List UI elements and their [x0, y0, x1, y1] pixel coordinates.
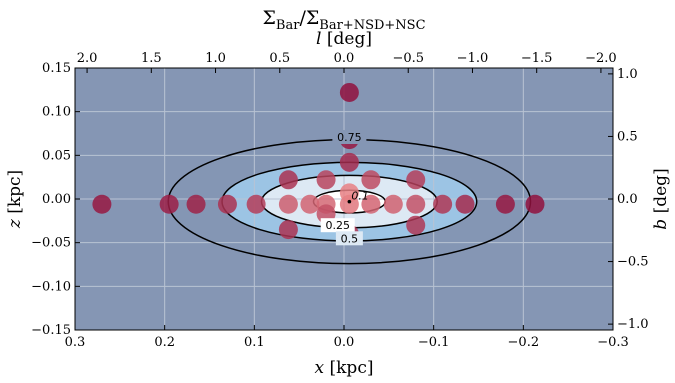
- axes: 0.3 0.2 0.1 0.0 −0.1 −0.2 −0.3 −0.15 −0.10 −0.05 0…: [31, 51, 648, 350]
- data-point: [495, 194, 515, 214]
- top-x-tick-label: 0.0: [334, 51, 355, 66]
- data-point: [300, 194, 320, 214]
- contour-label-bg: [320, 218, 355, 233]
- contour-label-0.5: 0.5: [341, 232, 359, 245]
- data-point: [361, 194, 381, 214]
- x-tick-label: 0.1: [244, 335, 265, 350]
- contour-label-0.1: 0.1: [351, 190, 369, 203]
- data-point: [278, 220, 298, 240]
- y-tick-label: 0.05: [42, 148, 71, 163]
- data-point: [525, 194, 545, 214]
- top-x-tick-label: −1.0: [457, 51, 489, 66]
- right-y-axis-label: b [deg]: [651, 168, 671, 229]
- data-point: [316, 170, 336, 190]
- contour-label-bg: [332, 129, 367, 144]
- y-axis-label: z [kpc]: [5, 170, 25, 229]
- data-point: [278, 194, 298, 214]
- x-tick-label: 0.3: [65, 335, 86, 350]
- title-sigma-numerator: Σ: [262, 7, 275, 29]
- data-point: [186, 194, 206, 214]
- y-tick-label: −0.05: [31, 236, 71, 251]
- title-sub-numerator: Bar: [276, 18, 300, 33]
- top-x-tick-label: 2.0: [77, 51, 98, 66]
- data-point: [433, 194, 453, 214]
- data-point: [246, 194, 266, 214]
- center-marker: [347, 199, 352, 204]
- right-y-tick-label: 0.0: [617, 192, 638, 207]
- data-point: [406, 215, 426, 235]
- y-tick-label: −0.10: [31, 279, 71, 294]
- data-point: [455, 194, 475, 214]
- chart-title: ΣBar/ΣBar+NSD+NSC: [262, 7, 425, 33]
- x-tick-label: −0.1: [418, 335, 450, 350]
- title-sub-denominator: Bar+NSD+NSC: [319, 18, 425, 33]
- data-point: [383, 194, 403, 214]
- x-tick-label: −0.3: [597, 335, 629, 350]
- top-x-axis-unit: [deg]: [327, 29, 372, 49]
- contour-label-0.25: 0.25: [325, 219, 350, 232]
- y-tick-label: 0.00: [42, 192, 71, 207]
- x-axis-label: x [kpc]: [315, 358, 374, 378]
- x-axis-unit: [kpc]: [330, 358, 374, 378]
- y-axis-var: z: [5, 218, 25, 229]
- right-y-axis-unit: [deg]: [651, 168, 671, 213]
- x-tick-label: 0.2: [154, 335, 175, 350]
- top-x-tick-label: −2.0: [585, 51, 617, 66]
- contour-label-bg: [335, 231, 363, 246]
- top-x-tick-label: −0.5: [392, 51, 424, 66]
- top-x-axis-var: l: [316, 29, 321, 49]
- right-y-tick-label: 0.5: [617, 129, 638, 144]
- data-point: [159, 194, 179, 214]
- data-point: [339, 82, 359, 102]
- top-x-tick-label: 0.5: [269, 51, 290, 66]
- data-point: [339, 152, 359, 172]
- y-tick-label: −0.15: [31, 323, 71, 338]
- data-point: [217, 194, 237, 214]
- data-point: [406, 194, 426, 214]
- top-x-tick-label: 1.0: [205, 51, 226, 66]
- right-y-tick-label: 1.0: [617, 67, 638, 82]
- y-axis-unit: [kpc]: [5, 170, 25, 214]
- title-slash: /Σ: [299, 7, 319, 29]
- top-x-tick-label: 1.5: [141, 51, 162, 66]
- data-point: [339, 183, 359, 203]
- x-axis-var: x: [315, 358, 325, 378]
- data-point: [278, 170, 298, 190]
- contour-labels: 0.1 0.250.5 0.75: [320, 129, 369, 246]
- y-tick-label: 0.15: [42, 61, 71, 76]
- y-tick-label: 0.10: [42, 105, 71, 120]
- top-x-axis-label: l [deg]: [316, 29, 372, 49]
- top-x-tick-label: −1.5: [521, 51, 553, 66]
- data-point: [361, 170, 381, 190]
- x-tick-label: 0.0: [334, 335, 355, 350]
- right-y-tick-label: −1.0: [617, 317, 649, 332]
- data-point: [406, 170, 426, 190]
- right-y-axis-var: b: [651, 219, 671, 230]
- x-tick-label: −0.2: [508, 335, 540, 350]
- contour-label-0.75: 0.75: [337, 131, 362, 144]
- data-point: [92, 194, 112, 214]
- right-y-tick-label: −0.5: [617, 255, 649, 270]
